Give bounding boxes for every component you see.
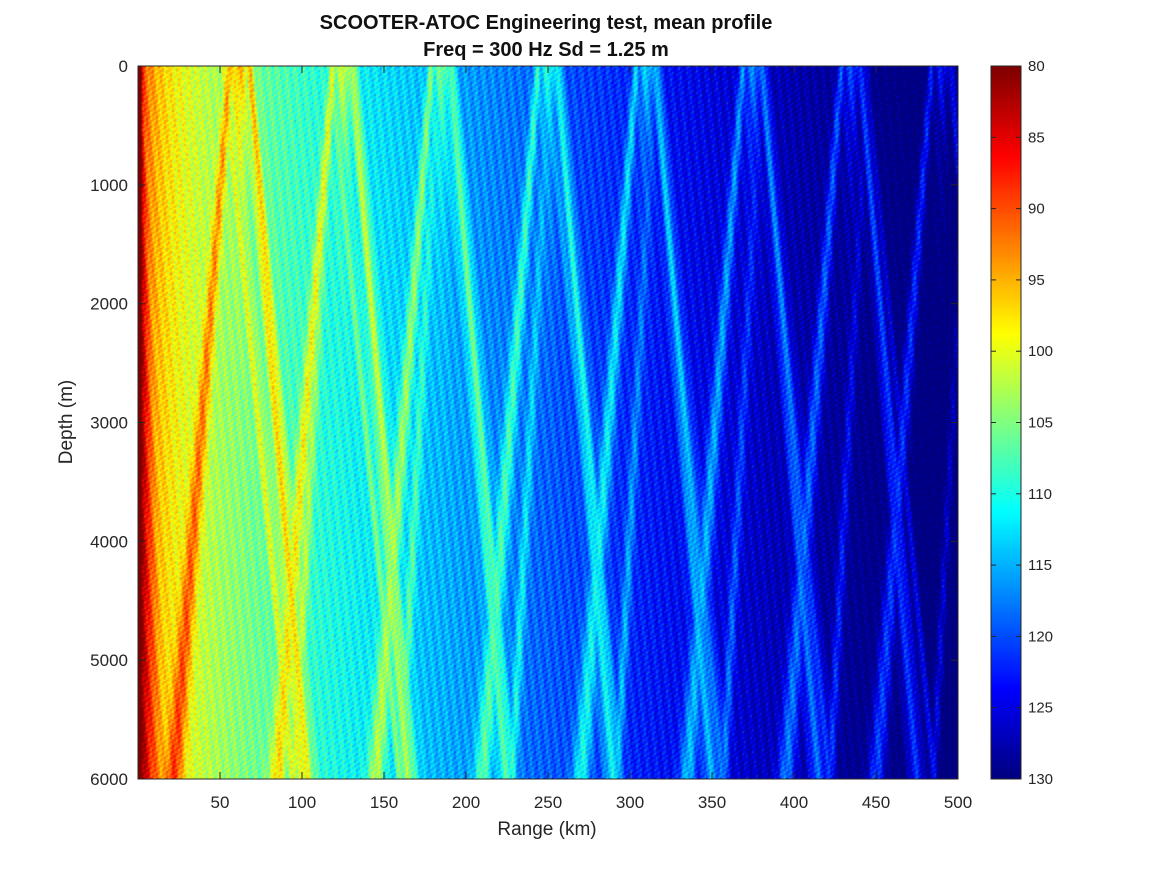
- y-tick-label: 1000: [90, 176, 128, 195]
- y-axis: 0 1000 2000 3000 4000 5000 6000: [90, 57, 958, 789]
- colorbar-tick-label: 115: [1028, 557, 1052, 574]
- colorbar-tick-label: 80: [1028, 58, 1045, 75]
- x-tick-label: 250: [534, 793, 562, 812]
- x-tick-label: 100: [288, 793, 316, 812]
- y-tick-label: 5000: [90, 651, 128, 670]
- x-tick-label: 400: [780, 793, 808, 812]
- y-axis-label: Depth (m): [56, 380, 77, 464]
- colorbar: 80 85 90 95 100 105 110 115 120 125 130: [990, 58, 1053, 788]
- plot-area: [137, 65, 959, 780]
- x-axis: 50 100 150 200 250 300 350 400 450 500: [211, 66, 972, 812]
- colorbar-tick-label: 120: [1028, 628, 1053, 645]
- chart-title: SCOOTER-ATOC Engineering test, mean prof…: [320, 12, 773, 34]
- colorbar-tick-label: 130: [1028, 771, 1053, 788]
- colorbar-tick-label: 85: [1028, 129, 1045, 146]
- colorbar-tick-label: 125: [1028, 700, 1053, 717]
- y-tick-label: 3000: [90, 414, 128, 433]
- x-tick-label: 200: [452, 793, 480, 812]
- colorbar-ticks: 80 85 90 95 100 105 110 115 120 125 130: [991, 58, 1053, 788]
- colorbar-tick-label: 95: [1028, 272, 1045, 289]
- y-tick-label: 0: [119, 57, 128, 76]
- colorbar-tick-label: 105: [1028, 415, 1053, 432]
- y-tick-label: 4000: [90, 532, 128, 551]
- colorbar-tick-label: 90: [1028, 201, 1045, 218]
- x-tick-label: 350: [698, 793, 726, 812]
- x-tick-label: 150: [370, 793, 398, 812]
- colorbar-tick-label: 110: [1028, 486, 1052, 503]
- colorbar-tick-label: 100: [1028, 343, 1053, 360]
- x-tick-label: 500: [944, 793, 972, 812]
- y-tick-label: 6000: [90, 770, 128, 789]
- x-tick-label: 50: [211, 793, 230, 812]
- x-axis-label: Range (km): [497, 819, 596, 840]
- x-tick-label: 450: [862, 793, 890, 812]
- x-tick-label: 300: [616, 793, 644, 812]
- y-tick-label: 2000: [90, 295, 128, 314]
- heatmap-image: [138, 66, 958, 779]
- chart-subtitle: Freq = 300 Hz Sd = 1.25 m: [423, 39, 669, 61]
